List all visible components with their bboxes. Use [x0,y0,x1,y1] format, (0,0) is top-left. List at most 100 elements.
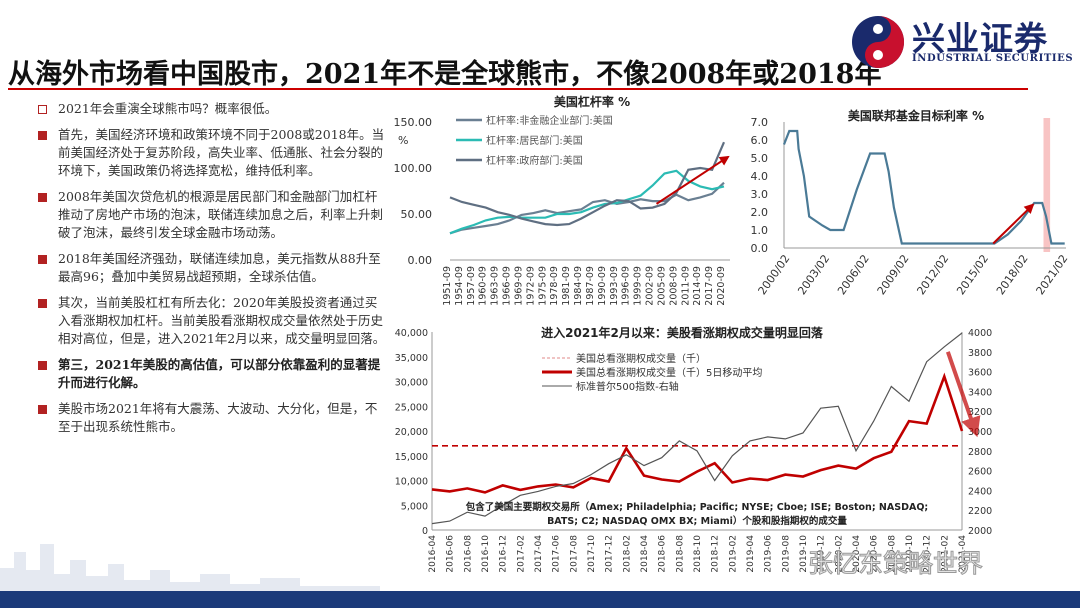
highlight-band [1043,118,1051,252]
bullet-text: 2021年会重演全球熊市吗？概率很低。 [58,101,278,116]
y-tick-label: 50.00 [401,208,433,221]
legend-label: 美国总看涨期权成交量（千）5日移动平均 [576,366,762,379]
x-tick-label: 1972-09 [525,266,536,306]
bullet-square-icon [38,193,47,202]
logo-english-name: INDUSTRIAL SECURITIES [912,53,1074,64]
x-tick-label: 2019-10 [799,535,809,573]
bullet-square-icon [38,131,47,140]
x-tick-label: 2017-08 [569,535,579,573]
x-tick-label: 1999-09 [633,266,644,306]
bullet-item: 第三，2021年美股的高估值，可以部分依靠盈利的显著提升而进行化解。 [38,356,386,392]
footnote-text: BATS; C2; NASDAQ OMX BX; Miami）个股和股指期权的成… [547,515,847,527]
y-left-tick-label: 35,000 [395,353,428,364]
trend-arrow [655,155,730,205]
x-tick-label: 1987-09 [585,266,596,306]
x-tick-label: 2020-02 [834,535,844,573]
y-axis-unit: % [398,134,408,147]
bullet-text: 2018年美国经济强劲，联储连续加息，美元指数从88升至最高96；叠加中美贸易战… [58,251,381,284]
x-tick-label: 2018-06 [658,535,668,573]
y-tick-label: 100.00 [394,162,433,175]
x-tick-label: 2017-12 [605,535,615,573]
y-right-tick-label: 4000 [968,328,992,339]
bullet-square-icon [38,361,47,370]
page-title: 从海外市场看中国股市，2021年不是全球熊市，不像2008年或2018年 [8,59,882,90]
y-tick-label: 0.00 [408,254,433,267]
x-tick-label: 1966-09 [502,266,513,306]
x-tick-label: 2015/02 [954,252,991,297]
y-right-tick-label: 3400 [968,387,992,398]
trend-arrow [945,351,981,438]
y-right-tick-label: 2200 [968,506,992,517]
y-tick-label: 6.0 [751,134,769,147]
logo: 兴业证券 INDUSTRIAL SECURITIES [850,8,1074,72]
y-right-tick-label: 3200 [968,407,992,418]
y-right-tick-label: 2800 [968,447,992,458]
x-tick-label: 2016-04 [428,535,438,573]
x-tick-label: 2019-02 [728,535,738,573]
x-tick-label: 2005-09 [656,266,667,306]
bullet-text: 美股市场2021年将有大震荡、大波动、大分化，但是，不至于出现系统性熊市。 [58,401,378,434]
x-tick-label: 2011-09 [680,266,691,306]
x-tick-label: 2019-12 [817,535,827,573]
x-tick-label: 2000/02 [756,252,793,297]
y-left-tick-label: 15,000 [395,452,428,463]
x-tick-label: 2021-04 [958,535,968,573]
y-right-tick-label: 2400 [968,486,992,497]
y-tick-label: 4.0 [751,170,769,183]
series-line [449,181,725,235]
x-tick-label: 2017-06 [552,535,562,573]
x-tick-label: 2020-08 [887,535,897,573]
x-tick-label: 2018-04 [640,535,650,573]
y-right-tick-label: 2000 [968,526,992,537]
y-tick-label: 3.0 [751,188,769,201]
y-left-tick-label: 40,000 [395,328,428,339]
chart-title: 进入2021年2月以来：美股看涨期权成交量明显回落 [541,325,824,340]
watermark: 张忆东策略世界 [808,549,984,579]
legend-label: 标准普尔500指数-右轴 [576,380,679,393]
us-leverage-chart: 美国杠杆率 % 150.00 100.00 50.00 0.00% 1951-09 1954… [394,94,730,306]
x-tick-label: 1990-09 [597,266,608,306]
bullet-text: 2008年美国次贷危机的根源是居民部门和金融部门加杠杆推动了房地产市场的泡沫，联… [58,189,384,240]
bullet-square-icon [38,255,47,264]
y-left-tick-label: 10,000 [395,477,428,488]
x-tick-label: 1954-09 [454,266,465,306]
x-tick-label: 2002-09 [645,266,656,306]
x-tick-label: 1981-09 [561,266,572,306]
x-tick-label: 2016-06 [446,535,456,573]
x-tick-label: 2018-10 [693,535,703,573]
call-option-volume-chart: 进入2021年2月以来：美股看涨期权成交量明显回落 40,000 35,000 30,… [395,325,992,573]
x-tick-label: 2021/02 [1034,252,1070,297]
bullet-item: 美股市场2021年将有大震荡、大波动、大分化，但是，不至于出现系统性熊市。 [38,400,386,436]
x-tick-label: 1993-09 [609,266,620,306]
skyline-decoration [0,544,380,592]
chart-title: 美国联邦基金目标利率 % [848,108,984,123]
y-tick-label: 2.0 [751,206,769,219]
x-tick-label: 2020-04 [852,535,862,573]
x-tick-label: 2012/02 [914,252,951,297]
legend-label: 杠杆率:居民部门:美国 [486,134,583,147]
title-divider [8,88,1028,90]
x-tick-label: 2018-02 [622,535,632,573]
series-line [431,332,963,525]
bullet-item: 2018年美国经济强劲，联储连续加息，美元指数从88升至最高96；叠加中美贸易战… [38,250,386,286]
x-tick-label: 2018-12 [711,535,721,573]
bullet-item: 其次，当前美股杠杠有所去化：2020年美股投资者通过买入看涨期权加杠杆。当前美股… [38,294,386,348]
bullet-item: 首先，美国经济环境和政策环境不同于2008或2018年。当前美国经济处于复苏阶段… [38,126,386,180]
x-tick-label: 2020-12 [923,535,933,573]
series-line [431,372,964,494]
x-tick-label: 2016-10 [481,535,491,573]
y-left-tick-label: 30,000 [395,378,428,389]
y-left-tick-label: 5,000 [401,501,428,512]
y-right-tick-label: 3000 [968,427,992,438]
legend-label: 美国总看涨期权成交量（千） [576,352,706,365]
y-tick-label: 7.0 [751,116,769,129]
logo-name: 兴业证券 [912,19,1048,58]
bullet-square-icon [38,405,47,414]
y-right-tick-label: 3800 [968,348,992,359]
x-tick-label: 2019-04 [746,535,756,573]
series-line [782,129,1065,245]
x-tick-label: 2018/02 [994,252,1031,297]
x-tick-label: 2017-04 [534,535,544,573]
x-tick-label: 2016-08 [463,535,473,573]
x-tick-label: 1975-09 [537,266,548,306]
